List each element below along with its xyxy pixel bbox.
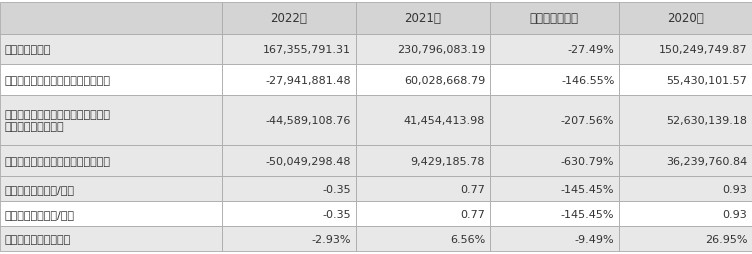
- Bar: [222, 96, 356, 146]
- Text: 加权平均净资产收益率: 加权平均净资产收益率: [5, 234, 71, 244]
- Text: -50,049,298.48: -50,049,298.48: [265, 156, 351, 166]
- Bar: [222, 201, 356, 227]
- Bar: [222, 227, 356, 251]
- Text: -2.93%: -2.93%: [311, 234, 351, 244]
- Bar: [222, 3, 356, 35]
- Text: 60,028,668.79: 60,028,668.79: [404, 75, 485, 85]
- Text: -146.55%: -146.55%: [561, 75, 614, 85]
- Text: 55,430,101.57: 55,430,101.57: [666, 75, 747, 85]
- Bar: [619, 146, 752, 177]
- Bar: [356, 3, 490, 35]
- Text: 0.77: 0.77: [460, 184, 485, 194]
- Bar: [490, 227, 619, 251]
- Text: 归属于上市公司股东的净利润（元）: 归属于上市公司股东的净利润（元）: [5, 75, 111, 85]
- Bar: [490, 35, 619, 65]
- Bar: [0, 227, 222, 251]
- Text: 0.93: 0.93: [723, 209, 747, 219]
- Text: 0.77: 0.77: [460, 209, 485, 219]
- Bar: [0, 201, 222, 227]
- Bar: [619, 65, 752, 96]
- Text: 167,355,791.31: 167,355,791.31: [263, 45, 351, 55]
- Bar: [222, 146, 356, 177]
- Text: -207.56%: -207.56%: [561, 116, 614, 126]
- Text: -145.45%: -145.45%: [561, 184, 614, 194]
- Bar: [490, 3, 619, 35]
- Bar: [490, 177, 619, 201]
- Bar: [619, 96, 752, 146]
- Text: 基本每股收益（元/股）: 基本每股收益（元/股）: [5, 184, 74, 194]
- Text: 0.93: 0.93: [723, 184, 747, 194]
- Bar: [0, 65, 222, 96]
- Bar: [356, 35, 490, 65]
- Bar: [490, 146, 619, 177]
- Text: 52,630,139.18: 52,630,139.18: [666, 116, 747, 126]
- Bar: [222, 177, 356, 201]
- Text: -0.35: -0.35: [323, 184, 351, 194]
- Bar: [619, 35, 752, 65]
- Bar: [0, 177, 222, 201]
- Text: -27,941,881.48: -27,941,881.48: [265, 75, 351, 85]
- Bar: [356, 201, 490, 227]
- Bar: [619, 201, 752, 227]
- Text: 本年比上年增减: 本年比上年增减: [529, 12, 579, 25]
- Bar: [0, 3, 222, 35]
- Text: -44,589,108.76: -44,589,108.76: [265, 116, 351, 126]
- Bar: [356, 146, 490, 177]
- Text: 6.56%: 6.56%: [450, 234, 485, 244]
- Text: 26.95%: 26.95%: [705, 234, 747, 244]
- Text: 150,249,749.87: 150,249,749.87: [659, 45, 747, 55]
- Text: -145.45%: -145.45%: [561, 209, 614, 219]
- Text: -27.49%: -27.49%: [568, 45, 614, 55]
- Text: 归属于上市公司股东的扣除非经常性
损益的净利润（元）: 归属于上市公司股东的扣除非经常性 损益的净利润（元）: [5, 109, 111, 132]
- Bar: [356, 177, 490, 201]
- Text: -630.79%: -630.79%: [561, 156, 614, 166]
- Text: 9,429,185.78: 9,429,185.78: [411, 156, 485, 166]
- Bar: [619, 3, 752, 35]
- Text: 2020年: 2020年: [667, 12, 704, 25]
- Text: 41,454,413.98: 41,454,413.98: [404, 116, 485, 126]
- Text: 2022年: 2022年: [270, 12, 308, 25]
- Text: 经营活动产生的现金流量净额（元）: 经营活动产生的现金流量净额（元）: [5, 156, 111, 166]
- Bar: [490, 65, 619, 96]
- Text: -9.49%: -9.49%: [575, 234, 614, 244]
- Text: 稀释每股收益（元/股）: 稀释每股收益（元/股）: [5, 209, 74, 219]
- Bar: [490, 96, 619, 146]
- Bar: [0, 146, 222, 177]
- Bar: [222, 65, 356, 96]
- Bar: [356, 65, 490, 96]
- Bar: [619, 227, 752, 251]
- Bar: [0, 35, 222, 65]
- Bar: [490, 201, 619, 227]
- Text: 230,796,083.19: 230,796,083.19: [397, 45, 485, 55]
- Bar: [222, 35, 356, 65]
- Bar: [619, 177, 752, 201]
- Text: 36,239,760.84: 36,239,760.84: [666, 156, 747, 166]
- Text: -0.35: -0.35: [323, 209, 351, 219]
- Bar: [356, 227, 490, 251]
- Text: 2021年: 2021年: [404, 12, 441, 25]
- Text: 营业收入（元）: 营业收入（元）: [5, 45, 51, 55]
- Bar: [0, 96, 222, 146]
- Bar: [356, 96, 490, 146]
